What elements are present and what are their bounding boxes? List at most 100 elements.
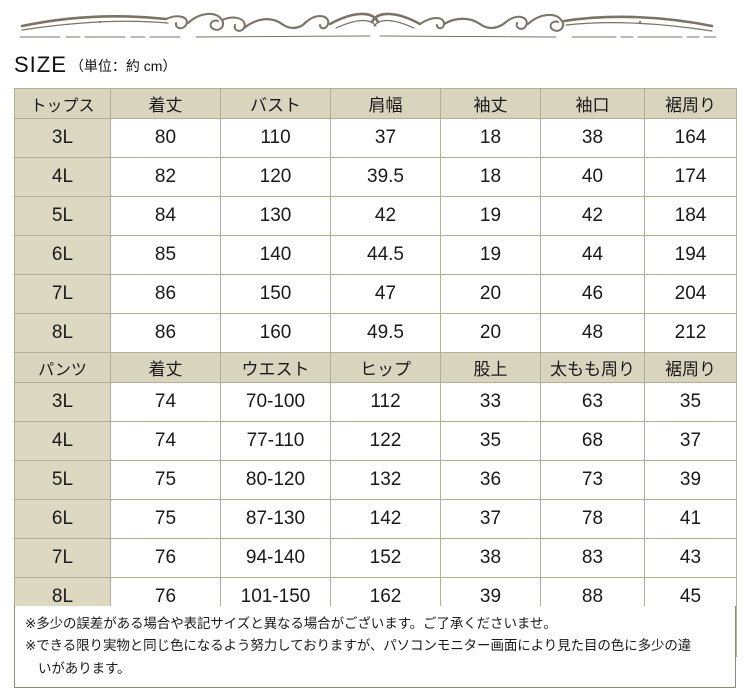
pants-6l-hip: 142	[330, 499, 441, 539]
pants-header-thigh: 太もも周り	[540, 352, 645, 383]
pants-7l-length: 76	[110, 538, 221, 578]
table-row: 8L 86 160 49.5 20 48 212	[14, 313, 737, 353]
pants-7l-thigh: 83	[540, 538, 645, 578]
tops-6l-sleeve-length: 19	[440, 235, 541, 275]
pants-category-header: パンツ	[14, 352, 111, 383]
pants-size-5l: 5L	[14, 460, 111, 500]
table-row: 5L 84 130 42 19 42 184	[14, 196, 737, 236]
tops-4l-sleeve-length: 18	[440, 157, 541, 197]
tops-7l-shoulder: 47	[330, 274, 441, 314]
pants-4l-rise: 35	[440, 421, 541, 461]
pants-3l-rise: 33	[440, 382, 541, 422]
tops-6l-cuff: 44	[540, 235, 645, 275]
pants-4l-waist: 77-110	[220, 421, 331, 461]
pants-6l-length: 75	[110, 499, 221, 539]
tops-size-5l: 5L	[14, 196, 111, 236]
table-row: 3L 80 110 37 18 38 164	[14, 118, 737, 158]
tops-3l-shoulder: 37	[330, 118, 441, 158]
note-line-3: いがあります。	[38, 660, 131, 676]
decorative-flourish-divider	[0, 0, 750, 46]
tops-4l-length: 82	[110, 157, 221, 197]
pants-7l-rise: 38	[440, 538, 541, 578]
pants-3l-hip: 112	[330, 382, 441, 422]
tops-header-shoulder: 肩幅	[330, 88, 441, 119]
pants-3l-thigh: 63	[540, 382, 645, 422]
table-row: 5L 75 80-120 132 36 73 39	[14, 460, 737, 500]
pants-size-7l: 7L	[14, 538, 111, 578]
tops-header-cuff: 袖口	[540, 88, 645, 119]
title-unit-label: （単位：約 cm）	[69, 58, 177, 74]
pants-header-rise: 股上	[440, 352, 541, 383]
table-row: 6L 85 140 44.5 19 44 194	[14, 235, 737, 275]
tops-size-7l: 7L	[14, 274, 111, 314]
pants-size-3l: 3L	[14, 382, 111, 422]
tops-3l-cuff: 38	[540, 118, 645, 158]
pants-4l-hip: 122	[330, 421, 441, 461]
tops-3l-length: 80	[110, 118, 221, 158]
pants-3l-waist: 70-100	[220, 382, 331, 422]
pants-3l-hem: 35	[644, 382, 737, 422]
pants-header-waist: ウエスト	[220, 352, 331, 383]
pants-5l-rise: 36	[440, 460, 541, 500]
tops-6l-hem: 194	[644, 235, 737, 275]
pants-4l-thigh: 68	[540, 421, 645, 461]
pants-5l-waist: 80-120	[220, 460, 331, 500]
tops-size-6l: 6L	[14, 235, 111, 275]
tops-6l-shoulder: 44.5	[330, 235, 441, 275]
pants-5l-hem: 39	[644, 460, 737, 500]
tops-category-header: トップス	[14, 88, 111, 119]
tops-size-8l: 8L	[14, 313, 111, 353]
pants-7l-hip: 152	[330, 538, 441, 578]
pants-size-6l: 6L	[14, 499, 111, 539]
tops-4l-cuff: 40	[540, 157, 645, 197]
tops-8l-cuff: 48	[540, 313, 645, 353]
tops-header-length: 着丈	[110, 88, 221, 119]
tops-size-4l: 4L	[14, 157, 111, 197]
tops-7l-length: 86	[110, 274, 221, 314]
title-size-label: SIZE	[14, 52, 67, 77]
tops-7l-bust: 150	[220, 274, 331, 314]
note-line-1: ※多少の誤差がある場合や表記サイズと異なる場合がございます。ご了承くださいませ。	[25, 616, 557, 631]
disclaimer-notes: ※多少の誤差がある場合や表記サイズと異なる場合がございます。ご了承くださいませ。…	[14, 606, 736, 688]
tops-4l-bust: 120	[220, 157, 331, 197]
pants-5l-hip: 132	[330, 460, 441, 500]
pants-5l-length: 75	[110, 460, 221, 500]
table-row: 3L 74 70-100 112 33 63 35	[14, 382, 737, 422]
table-row: 4L 74 77-110 122 35 68 37	[14, 421, 737, 461]
tops-8l-bust: 160	[220, 313, 331, 353]
tops-header-bust: バスト	[220, 88, 331, 119]
pants-header-hip: ヒップ	[330, 352, 441, 383]
tops-4l-shoulder: 39.5	[330, 157, 441, 197]
tops-3l-bust: 110	[220, 118, 331, 158]
page-title: SIZE （単位：約 cm）	[14, 52, 176, 78]
tops-5l-hem: 184	[644, 196, 737, 236]
note-line-2: ※できる限り実物と同じ色になるよう努力しておりますが、パソコンモニター画面により…	[25, 638, 692, 654]
pants-4l-hem: 37	[644, 421, 737, 461]
pants-6l-waist: 87-130	[220, 499, 331, 539]
pants-header-hem: 裾周り	[644, 352, 737, 383]
tops-header-hem: 裾周り	[644, 88, 737, 119]
tops-6l-length: 85	[110, 235, 221, 275]
pants-3l-length: 74	[110, 382, 221, 422]
pants-header-length: 着丈	[110, 352, 221, 383]
tops-5l-shoulder: 42	[330, 196, 441, 236]
tops-4l-hem: 174	[644, 157, 737, 197]
table-row: 4L 82 120 39.5 18 40 174	[14, 157, 737, 197]
pants-header-row: パンツ 着丈 ウエスト ヒップ 股上 太もも周り 裾周り	[14, 352, 737, 383]
tops-7l-cuff: 46	[540, 274, 645, 314]
table-row: 7L 76 94-140 152 38 83 43	[14, 538, 737, 578]
tops-7l-hem: 204	[644, 274, 737, 314]
pants-6l-hem: 41	[644, 499, 737, 539]
size-chart-table: トップス 着丈 バスト 肩幅 袖丈 袖口 裾周り 3L 80 110 37 18…	[14, 88, 737, 657]
tops-8l-hem: 212	[644, 313, 737, 353]
pants-4l-length: 74	[110, 421, 221, 461]
pants-7l-waist: 94-140	[220, 538, 331, 578]
pants-6l-thigh: 78	[540, 499, 645, 539]
tops-3l-hem: 164	[644, 118, 737, 158]
pants-size-4l: 4L	[14, 421, 111, 461]
tops-size-3l: 3L	[14, 118, 111, 158]
tops-3l-sleeve-length: 18	[440, 118, 541, 158]
tops-7l-sleeve-length: 20	[440, 274, 541, 314]
tops-5l-length: 84	[110, 196, 221, 236]
